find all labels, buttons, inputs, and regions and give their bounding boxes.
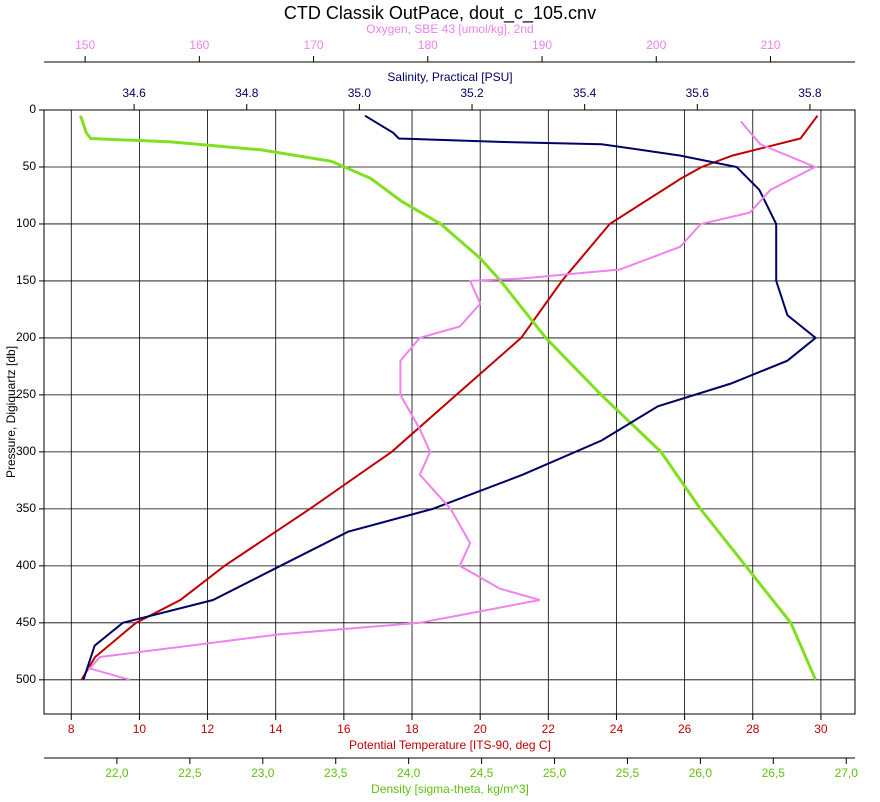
x-tick-label: 35.2 bbox=[460, 86, 484, 100]
x-tick-label: 30 bbox=[814, 722, 828, 736]
x-tick-label: 26,0 bbox=[689, 766, 713, 780]
x-tick-label: 20 bbox=[473, 722, 487, 736]
y-tick-label: 200 bbox=[16, 330, 36, 344]
y-tick-label: 250 bbox=[16, 387, 36, 401]
x-tick-label: 22,5 bbox=[178, 766, 202, 780]
x-tick-label: 8 bbox=[68, 722, 75, 736]
x-tick-label: 10 bbox=[133, 722, 147, 736]
chart-title: CTD Classik OutPace, dout_c_105.cnv bbox=[284, 3, 596, 24]
y-tick-label: 500 bbox=[16, 672, 36, 686]
x-tick-label: 25,5 bbox=[616, 766, 640, 780]
x-tick-label: 24 bbox=[610, 722, 624, 736]
x-tick-label: 12 bbox=[201, 722, 215, 736]
x-tick-label: 18 bbox=[405, 722, 419, 736]
x-tick-label: 35.4 bbox=[573, 86, 597, 100]
y-tick-label: 400 bbox=[16, 558, 36, 572]
x-tick-label: 22 bbox=[542, 722, 556, 736]
x-tick-label: 24,0 bbox=[397, 766, 421, 780]
x-axis-label: Oxygen, SBE 43 [umol/kg], 2nd bbox=[366, 22, 533, 36]
x-tick-label: 24,5 bbox=[470, 766, 494, 780]
profile-line bbox=[82, 114, 818, 681]
y-tick-label: 50 bbox=[23, 159, 37, 173]
x-tick-label: 34.6 bbox=[122, 86, 146, 100]
y-tick-label: 350 bbox=[16, 501, 36, 515]
x-tick-label: 27,0 bbox=[835, 766, 859, 780]
x-tick-label: 200 bbox=[646, 38, 666, 52]
profile-line bbox=[80, 115, 819, 681]
x-tick-label: 170 bbox=[304, 38, 324, 52]
x-tick-label: 16 bbox=[337, 722, 351, 736]
x-tick-label: 26,5 bbox=[762, 766, 786, 780]
x-axis-label: Salinity, Practical [PSU] bbox=[387, 70, 512, 84]
x-tick-label: 26 bbox=[678, 722, 692, 736]
x-tick-label: 150 bbox=[75, 38, 95, 52]
profile-line bbox=[87, 120, 818, 681]
x-tick-label: 22,0 bbox=[105, 766, 129, 780]
y-tick-label: 150 bbox=[16, 273, 36, 287]
y-tick-label: 300 bbox=[16, 444, 36, 458]
x-tick-label: 23,0 bbox=[251, 766, 275, 780]
x-tick-label: 35.6 bbox=[686, 86, 710, 100]
x-tick-label: 35.8 bbox=[798, 86, 822, 100]
y-tick-label: 450 bbox=[16, 615, 36, 629]
x-axis-label: Density [sigma-theta, kg/m^3] bbox=[371, 782, 529, 796]
x-tick-label: 35.0 bbox=[348, 86, 372, 100]
x-tick-label: 14 bbox=[269, 722, 283, 736]
x-tick-label: 210 bbox=[760, 38, 780, 52]
x-tick-label: 160 bbox=[189, 38, 209, 52]
profile-line bbox=[79, 115, 817, 681]
y-tick-label: 0 bbox=[29, 102, 36, 116]
x-tick-label: 23,5 bbox=[324, 766, 348, 780]
x-tick-label: 180 bbox=[418, 38, 438, 52]
x-tick-label: 190 bbox=[532, 38, 552, 52]
x-tick-label: 34.8 bbox=[235, 86, 259, 100]
plot-frame bbox=[43, 109, 856, 715]
y-axis-label: Pressure, Digiquartz [db] bbox=[4, 346, 18, 478]
x-tick-label: 25,0 bbox=[543, 766, 567, 780]
y-tick-label: 100 bbox=[16, 216, 36, 230]
x-axis-label: Potential Temperature [ITS-90, deg C] bbox=[349, 738, 551, 752]
x-tick-label: 28 bbox=[746, 722, 760, 736]
